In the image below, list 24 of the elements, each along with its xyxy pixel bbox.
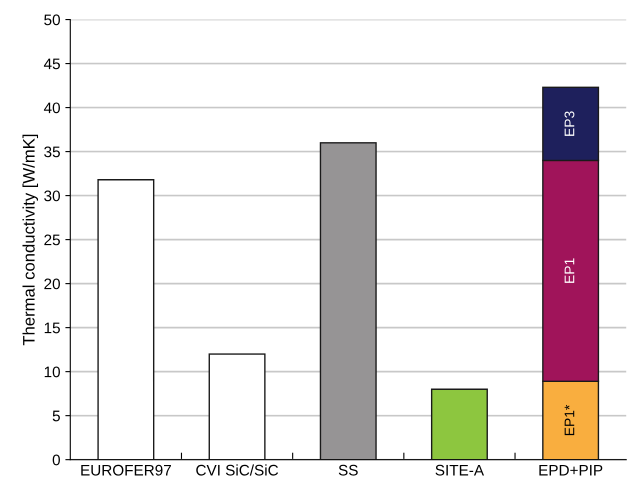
x-tick-label: SITE-A (436, 464, 484, 476)
y-tick-label: 10 (44, 366, 60, 378)
y-tick-label: 45 (44, 58, 60, 70)
y-tick-label: 15 (44, 322, 60, 334)
bar (97, 179, 154, 460)
y-tick-label: 5 (52, 410, 60, 422)
x-tick-label: EPD+PIP (539, 464, 602, 476)
y-tick-label: 25 (44, 234, 60, 246)
y-tick-label: 30 (44, 190, 60, 202)
series-label: EP1 (564, 258, 574, 283)
series-label: EP3 (564, 111, 574, 136)
bar (208, 353, 266, 460)
bar (320, 142, 377, 460)
x-tick-label: CVI SiC/SiC (196, 464, 278, 476)
y-tick-label: 50 (44, 14, 60, 26)
bar (430, 388, 488, 460)
y-tick-label: 20 (44, 278, 60, 290)
x-tick-label: EUROFER97 (81, 464, 171, 476)
y-tick-label: 35 (44, 146, 60, 158)
y-axis-title: Thermal conductivity [W/mK] (22, 134, 38, 346)
series-label: EP1* (564, 404, 574, 436)
y-tick-label: 0 (52, 454, 60, 466)
x-tick-label: SS (338, 464, 358, 476)
y-tick-label: 40 (44, 102, 60, 114)
